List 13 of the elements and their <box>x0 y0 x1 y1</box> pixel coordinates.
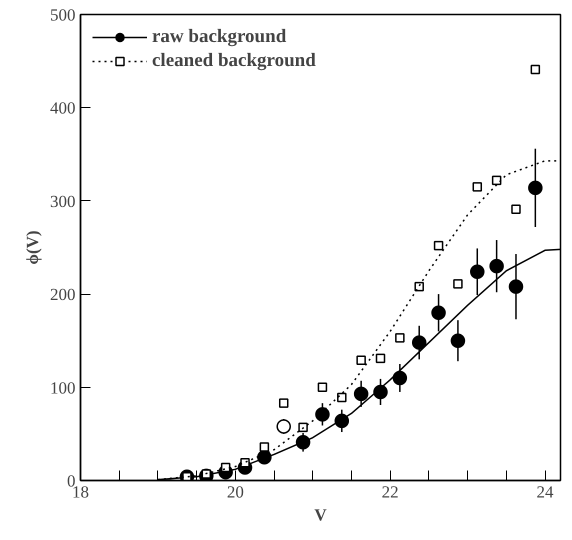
x-tick-label: 22 <box>382 482 399 502</box>
y-tick-label: 200 <box>50 285 76 304</box>
x-tick-label: 24 <box>536 482 554 502</box>
y-tick-label: 500 <box>50 6 76 24</box>
y-tick-label: 300 <box>50 192 76 211</box>
x-axis-title: V <box>314 506 328 524</box>
x-tick-label: 20 <box>226 482 244 502</box>
y-axis-title: ϕ(V) <box>23 230 42 265</box>
legend-label: cleaned background <box>152 50 316 72</box>
y-tick-label: 0 <box>67 472 76 490</box>
y-tick-label: 100 <box>50 378 76 398</box>
legend-label: raw background <box>152 26 286 48</box>
y-tick-label: 400 <box>50 98 76 118</box>
